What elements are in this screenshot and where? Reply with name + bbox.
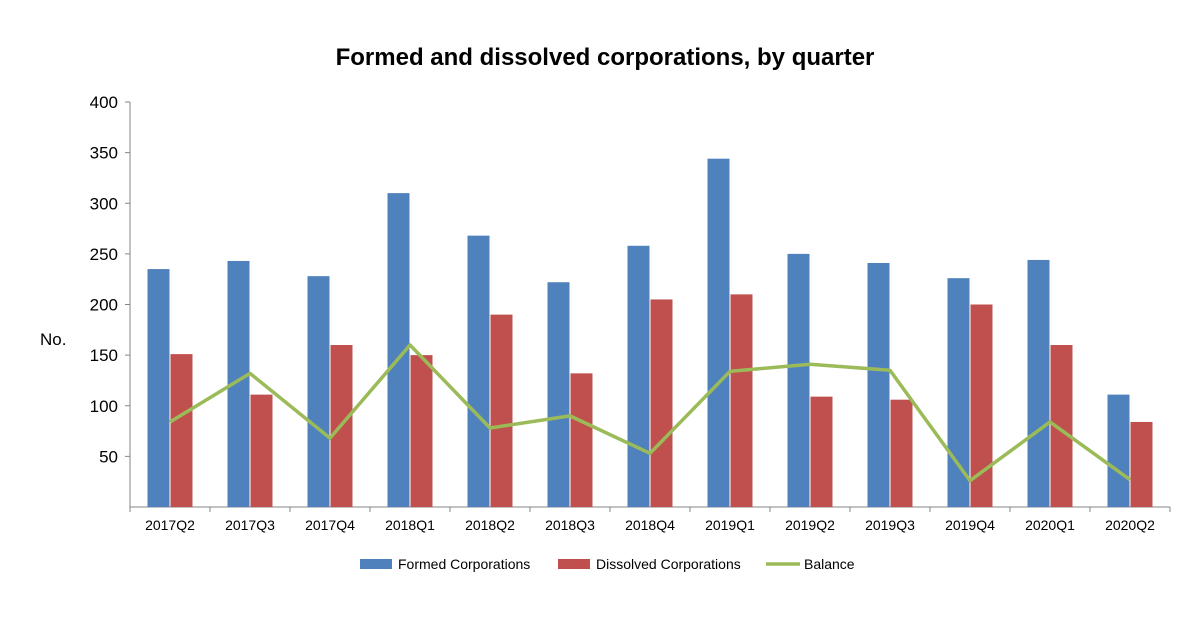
dissolved-bar bbox=[1050, 345, 1073, 507]
formed-bar bbox=[707, 158, 730, 507]
x-tick-label: 2019Q2 bbox=[785, 517, 835, 533]
dissolved-bar bbox=[650, 299, 673, 507]
y-tick-label: 250 bbox=[90, 245, 118, 264]
x-tick-label: 2018Q1 bbox=[385, 517, 435, 533]
x-tick-label: 2019Q1 bbox=[705, 517, 755, 533]
formed-bar bbox=[467, 235, 490, 507]
formed-bar bbox=[547, 282, 570, 507]
dissolved-bar bbox=[810, 396, 833, 507]
formed-bar bbox=[947, 278, 970, 507]
chart-title: Formed and dissolved corporations, by qu… bbox=[335, 44, 875, 71]
dissolved-bar bbox=[890, 399, 913, 507]
legend-dissolved-label: Dissolved Corporations bbox=[596, 556, 741, 572]
formed-bar bbox=[1027, 259, 1050, 507]
dissolved-bar bbox=[170, 354, 193, 507]
y-tick-label: 100 bbox=[90, 397, 118, 416]
x-tick-label: 2017Q3 bbox=[225, 517, 275, 533]
balance-line-group bbox=[169, 343, 1132, 483]
axes: 50 100 150 200 250 300 350 400 No. 2017Q2 2017Q3 20… bbox=[40, 93, 1171, 533]
dissolved-bar bbox=[570, 373, 593, 507]
formed-bar bbox=[307, 276, 330, 507]
legend-formed-label: Formed Corporations bbox=[398, 556, 530, 572]
x-tick-label: 2018Q3 bbox=[545, 517, 595, 533]
legend-formed-swatch bbox=[360, 559, 392, 569]
formed-bar bbox=[867, 262, 890, 507]
legend-dissolved-swatch bbox=[558, 559, 590, 569]
legend-balance-label: Balance bbox=[804, 556, 855, 572]
formed-bar bbox=[1107, 394, 1130, 507]
formed-bar bbox=[227, 260, 250, 507]
x-tick-label: 2017Q2 bbox=[145, 517, 195, 533]
dissolved-bar bbox=[250, 394, 273, 507]
y-axis-label: No. bbox=[40, 330, 66, 349]
formed-bar bbox=[147, 269, 170, 507]
dissolved-bar bbox=[730, 294, 753, 507]
x-tick-label: 2018Q4 bbox=[625, 517, 675, 533]
x-tick-label: 2019Q4 bbox=[945, 517, 995, 533]
x-tick-label: 2020Q1 bbox=[1025, 517, 1075, 533]
dissolved-bar bbox=[490, 314, 513, 507]
x-tick-label: 2018Q2 bbox=[465, 517, 515, 533]
y-tick-label: 50 bbox=[99, 447, 118, 466]
legend: Formed Corporations Dissolved Corporation… bbox=[360, 556, 855, 572]
formed-bar bbox=[627, 245, 650, 507]
formed-bar bbox=[387, 193, 410, 507]
y-tick-label: 400 bbox=[90, 93, 118, 112]
y-tick-label: 300 bbox=[90, 194, 118, 213]
y-tick-label: 350 bbox=[90, 144, 118, 163]
formed-bar bbox=[787, 253, 810, 507]
dissolved-bar bbox=[410, 355, 433, 507]
y-tick-label: 200 bbox=[90, 296, 118, 315]
x-tick-label: 2020Q2 bbox=[1105, 517, 1155, 533]
bars bbox=[147, 158, 1153, 507]
dissolved-bar bbox=[1130, 421, 1153, 507]
x-tick-label: 2019Q3 bbox=[865, 517, 915, 533]
y-tick-label: 150 bbox=[90, 346, 118, 365]
x-tick-label: 2017Q4 bbox=[305, 517, 355, 533]
dissolved-bar bbox=[970, 304, 993, 507]
